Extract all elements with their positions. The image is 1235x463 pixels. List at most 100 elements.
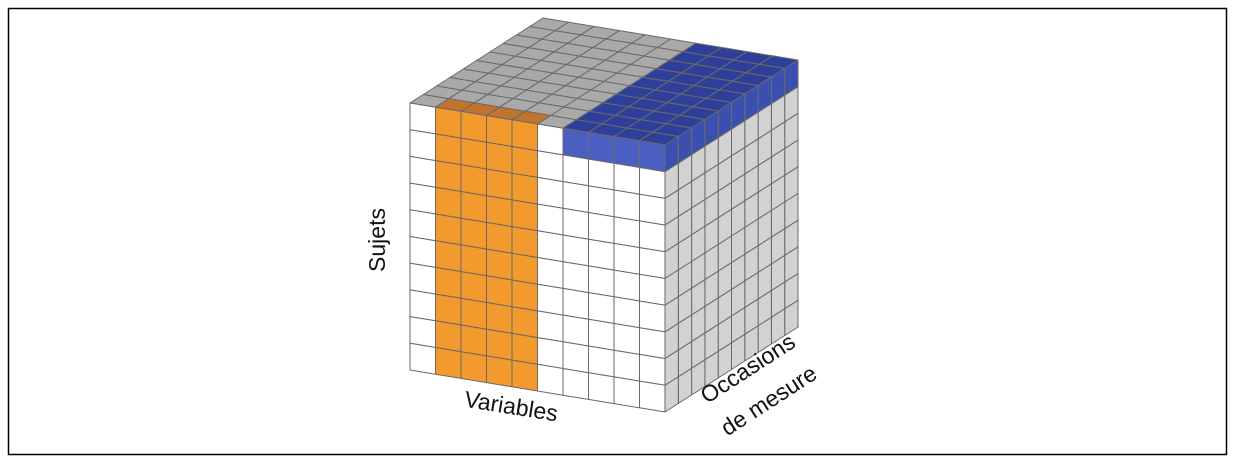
front-cell (588, 212, 615, 244)
front-cell (435, 106, 462, 139)
front-cell (537, 203, 564, 236)
front-cell (435, 213, 462, 246)
front-cell (460, 191, 487, 223)
front-cell (460, 351, 487, 384)
front-cell (562, 368, 589, 400)
front-cell (613, 162, 640, 195)
front-cell (613, 349, 640, 382)
front-cell (486, 115, 513, 147)
front-cell (537, 176, 564, 209)
front-cell (486, 221, 513, 254)
front-cell (460, 137, 487, 170)
front-cell (409, 342, 436, 375)
front-cell (409, 129, 436, 162)
front-cell (562, 341, 589, 374)
front-cell (588, 131, 615, 164)
front-cell (562, 234, 589, 267)
front-cell (613, 296, 640, 329)
front-cell (562, 127, 589, 160)
front-cell (460, 271, 487, 303)
front-cell (511, 332, 538, 365)
front-cell (486, 275, 513, 308)
front-cell (460, 244, 487, 277)
front-cell (460, 324, 487, 357)
front-cell (409, 155, 436, 188)
front-cell (613, 323, 640, 355)
front-cell (639, 247, 666, 279)
front-cell (588, 238, 615, 271)
front-cell (486, 141, 513, 174)
front-cell (511, 119, 538, 152)
front-cell (409, 289, 436, 322)
front-cell (486, 328, 513, 361)
front-cell (639, 327, 666, 360)
front-cell (460, 110, 487, 143)
data-cube (409, 17, 799, 413)
front-cell (511, 279, 538, 312)
front-cell (639, 353, 666, 386)
front-cell (613, 376, 640, 409)
front-cell (639, 300, 666, 333)
front-cell (537, 257, 564, 289)
front-cell (511, 172, 538, 205)
front-cell (639, 273, 666, 306)
front-cell (435, 186, 462, 219)
front-cell (486, 248, 513, 281)
front-cell (639, 220, 666, 253)
front-cell (537, 230, 564, 263)
front-cell (588, 185, 615, 218)
front-cell (588, 372, 615, 405)
front-cell (537, 150, 564, 183)
front-cell (562, 154, 589, 187)
front-cell (486, 355, 513, 388)
front-cell (562, 314, 589, 347)
front-cell (511, 226, 538, 258)
front-cell (460, 217, 487, 250)
front-cell (588, 265, 615, 298)
front-cell (613, 136, 640, 168)
front-cell (511, 252, 538, 285)
front-cell (562, 207, 589, 240)
front-cell (562, 181, 589, 213)
front-cell (613, 269, 640, 302)
front-cell (435, 160, 462, 192)
front-cell (588, 158, 615, 191)
front-cell (639, 167, 666, 199)
front-cell (537, 283, 564, 316)
front-cell (486, 168, 513, 201)
front-cell (409, 102, 436, 135)
subjects-label: Sujets (364, 208, 390, 272)
front-cell (409, 236, 436, 268)
front-cell (537, 363, 564, 396)
front-cell (435, 347, 462, 379)
front-cell (460, 297, 487, 330)
front-cell (486, 302, 513, 334)
front-cell (435, 133, 462, 166)
front-cell (511, 306, 538, 339)
front-cell (460, 164, 487, 197)
front-cell (511, 146, 538, 178)
front-cell (409, 316, 436, 348)
front-cell (613, 242, 640, 275)
front-cell (537, 123, 564, 156)
front-cell (613, 216, 640, 249)
front-cell (588, 318, 615, 351)
front-cell (409, 262, 436, 295)
front-cell (639, 193, 666, 226)
front-cell (435, 266, 462, 299)
front-cell (639, 140, 666, 173)
front-cell (562, 261, 589, 294)
front-cell (511, 199, 538, 232)
front-cell (435, 293, 462, 326)
front-cell (639, 380, 666, 413)
front-cell (409, 182, 436, 215)
front-cell (613, 189, 640, 222)
front-cell (537, 310, 564, 343)
front-cell (486, 195, 513, 228)
front-cell (511, 359, 538, 392)
front-cell (588, 345, 615, 378)
front-cell (409, 209, 436, 242)
front-cell (435, 240, 462, 273)
front-cell (435, 320, 462, 353)
